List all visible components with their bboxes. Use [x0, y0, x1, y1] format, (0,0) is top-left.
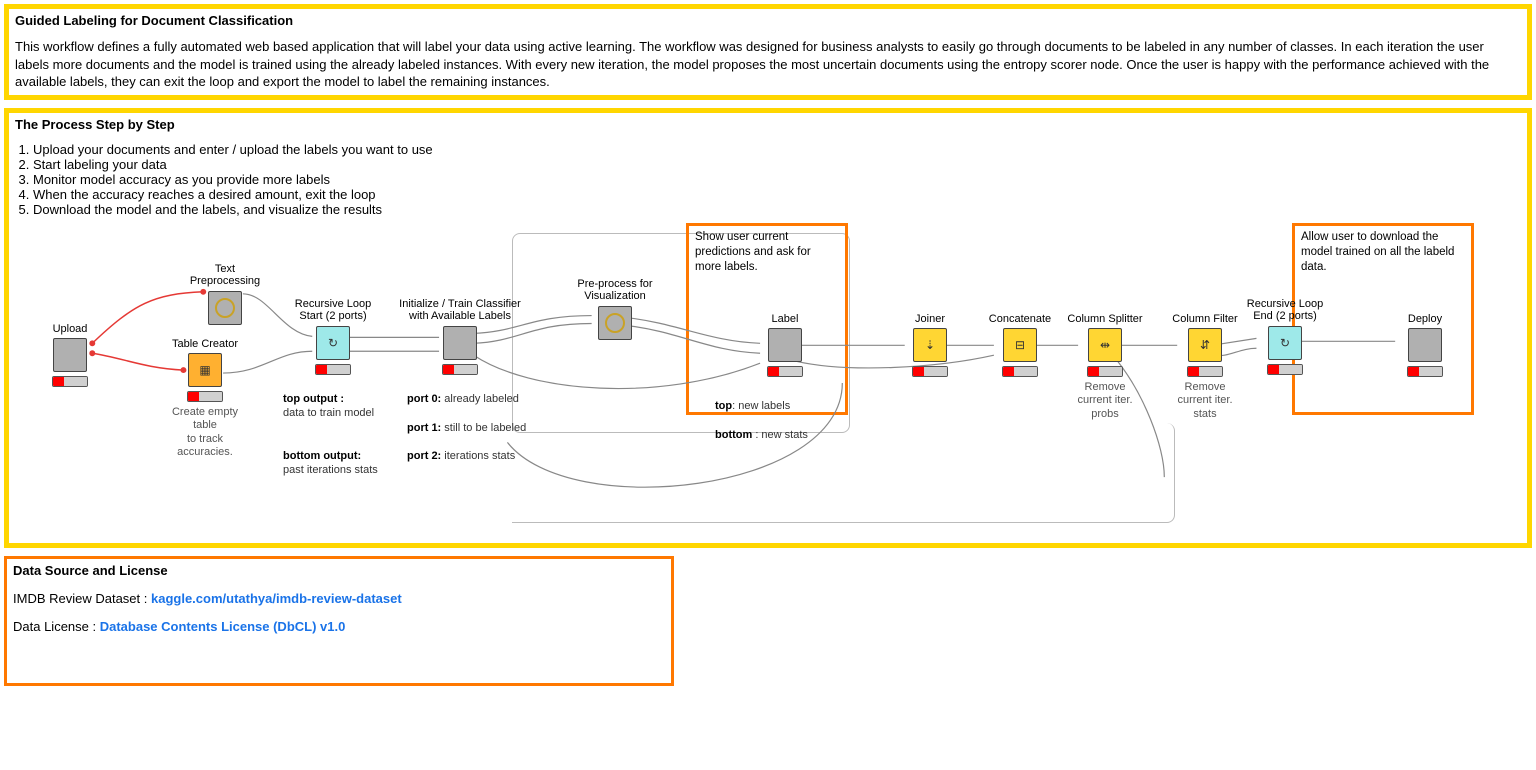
annotation-deploy-text: Allow user to download the model trained…	[1301, 231, 1454, 273]
join-icon: ⇣	[925, 338, 935, 352]
node-table-creator[interactable]: Table Creator ▦ Create empty table to tr…	[160, 338, 250, 459]
node-title: Pre-process for Visualization	[570, 278, 660, 303]
node-subtitle: Remove current iter. probs	[1060, 381, 1150, 421]
node-body[interactable]: ⇵	[1188, 328, 1222, 362]
node-title: Recursive Loop End (2 ports)	[1240, 298, 1330, 323]
node-status-lights	[767, 366, 803, 377]
node-body[interactable]: ⊟	[1003, 328, 1037, 362]
node-status-lights	[1267, 364, 1303, 375]
node-body[interactable]	[768, 328, 802, 362]
node-body[interactable]	[443, 326, 477, 360]
node-body[interactable]: ▦	[188, 353, 222, 387]
node-body[interactable]	[598, 306, 632, 340]
title-panel-heading: Guided Labeling for Document Classificat…	[15, 13, 1521, 28]
license-dataset-label: IMDB Review Dataset :	[13, 591, 151, 606]
node-body[interactable]: ⇣	[913, 328, 947, 362]
node-body[interactable]	[53, 338, 87, 372]
node-status-lights	[442, 364, 478, 375]
license-panel-heading: Data Source and License	[13, 563, 665, 578]
node-initialize-train-classifier[interactable]: Initialize / Train Classifier with Avail…	[395, 298, 525, 375]
split-icon: ⇹	[1100, 338, 1110, 352]
concat-icon: ⊟	[1015, 338, 1025, 352]
node-title: Joiner	[885, 313, 975, 326]
node-status-lights	[912, 366, 948, 377]
process-steps-list: Upload your documents and enter / upload…	[15, 142, 1521, 217]
license-terms-link[interactable]: Database Contents License (DbCL) v1.0	[100, 619, 346, 634]
node-column-splitter[interactable]: Column Splitter ⇹ Remove current iter. p…	[1060, 313, 1150, 421]
node-body[interactable]: ↻	[316, 326, 350, 360]
node-status-lights	[315, 364, 351, 375]
node-status-lights	[1187, 366, 1223, 377]
process-step: Upload your documents and enter / upload…	[33, 142, 1521, 157]
loop-end-icon: ↻	[1280, 336, 1290, 350]
node-port-description-classifier: port 0: already labeled port 1: still to…	[407, 378, 526, 464]
node-preprocess-visualization[interactable]: Pre-process for Visualization	[570, 278, 660, 340]
node-title: Column Filter	[1160, 313, 1250, 326]
workflow-canvas[interactable]: Show user current predictions and ask fo…	[15, 223, 1521, 533]
license-terms-label: Data License :	[13, 619, 100, 634]
node-status-lights	[1407, 366, 1443, 377]
node-status-lights	[1087, 366, 1123, 377]
license-panel: Data Source and License IMDB Review Data…	[4, 556, 674, 686]
node-port-description-label: top: new labels bottom : new stats	[715, 385, 845, 442]
node-title: Table Creator	[160, 338, 250, 351]
node-label[interactable]: Label	[740, 313, 830, 378]
process-step: Download the model and the labels, and v…	[33, 202, 1521, 217]
node-body[interactable]: ↻	[1268, 326, 1302, 360]
process-step: When the accuracy reaches a desired amou…	[33, 187, 1521, 202]
loop-start-icon: ↻	[328, 336, 338, 350]
node-title: Concatenate	[975, 313, 1065, 326]
node-title: Recursive Loop Start (2 ports)	[288, 298, 378, 323]
node-deploy[interactable]: Deploy	[1380, 313, 1470, 378]
node-body[interactable]: ⇹	[1088, 328, 1122, 362]
node-status-lights	[1002, 366, 1038, 377]
node-title: Label	[740, 313, 830, 326]
node-recursive-loop-end[interactable]: Recursive Loop End (2 ports) ↻	[1240, 298, 1330, 375]
node-recursive-loop-start[interactable]: Recursive Loop Start (2 ports) ↻	[288, 298, 378, 375]
node-joiner[interactable]: Joiner ⇣	[885, 313, 975, 378]
node-body[interactable]	[1408, 328, 1442, 362]
process-step: Monitor model accuracy as you provide mo…	[33, 172, 1521, 187]
node-subtitle: Remove current iter. stats	[1160, 381, 1250, 421]
node-title: Column Splitter	[1060, 313, 1150, 326]
node-body[interactable]	[208, 291, 242, 325]
license-dataset-line: IMDB Review Dataset : kaggle.com/utathya…	[13, 591, 665, 606]
node-upload[interactable]: Upload	[35, 323, 105, 388]
filter-icon: ⇵	[1200, 338, 1210, 352]
title-panel-body: This workflow defines a fully automated …	[15, 38, 1521, 91]
node-title: Upload	[35, 323, 105, 336]
annotation-label-text: Show user current predictions and ask fo…	[695, 231, 811, 273]
node-status-lights	[52, 376, 88, 387]
node-subtitle: Create empty table to track accuracies.	[160, 406, 250, 459]
node-text-preprocessing[interactable]: Text Preprocessing	[180, 263, 270, 325]
license-terms-line: Data License : Database Contents License…	[13, 619, 665, 634]
title-panel: Guided Labeling for Document Classificat…	[4, 4, 1532, 100]
node-column-filter[interactable]: Column Filter ⇵ Remove current iter. sta…	[1160, 313, 1250, 421]
process-step: Start labeling your data	[33, 157, 1521, 172]
node-concatenate[interactable]: Concatenate ⊟	[975, 313, 1065, 378]
node-title: Deploy	[1380, 313, 1470, 326]
table-icon: ▦	[199, 363, 210, 377]
node-status-lights	[187, 391, 223, 402]
process-panel: The Process Step by Step Upload your doc…	[4, 108, 1532, 548]
node-title: Initialize / Train Classifier with Avail…	[395, 298, 525, 323]
node-port-description-loop-start: top output : data to train model bottom …	[283, 378, 378, 478]
node-title: Text Preprocessing	[180, 263, 270, 288]
license-dataset-link[interactable]: kaggle.com/utathya/imdb-review-dataset	[151, 591, 402, 606]
process-panel-heading: The Process Step by Step	[15, 117, 1521, 132]
